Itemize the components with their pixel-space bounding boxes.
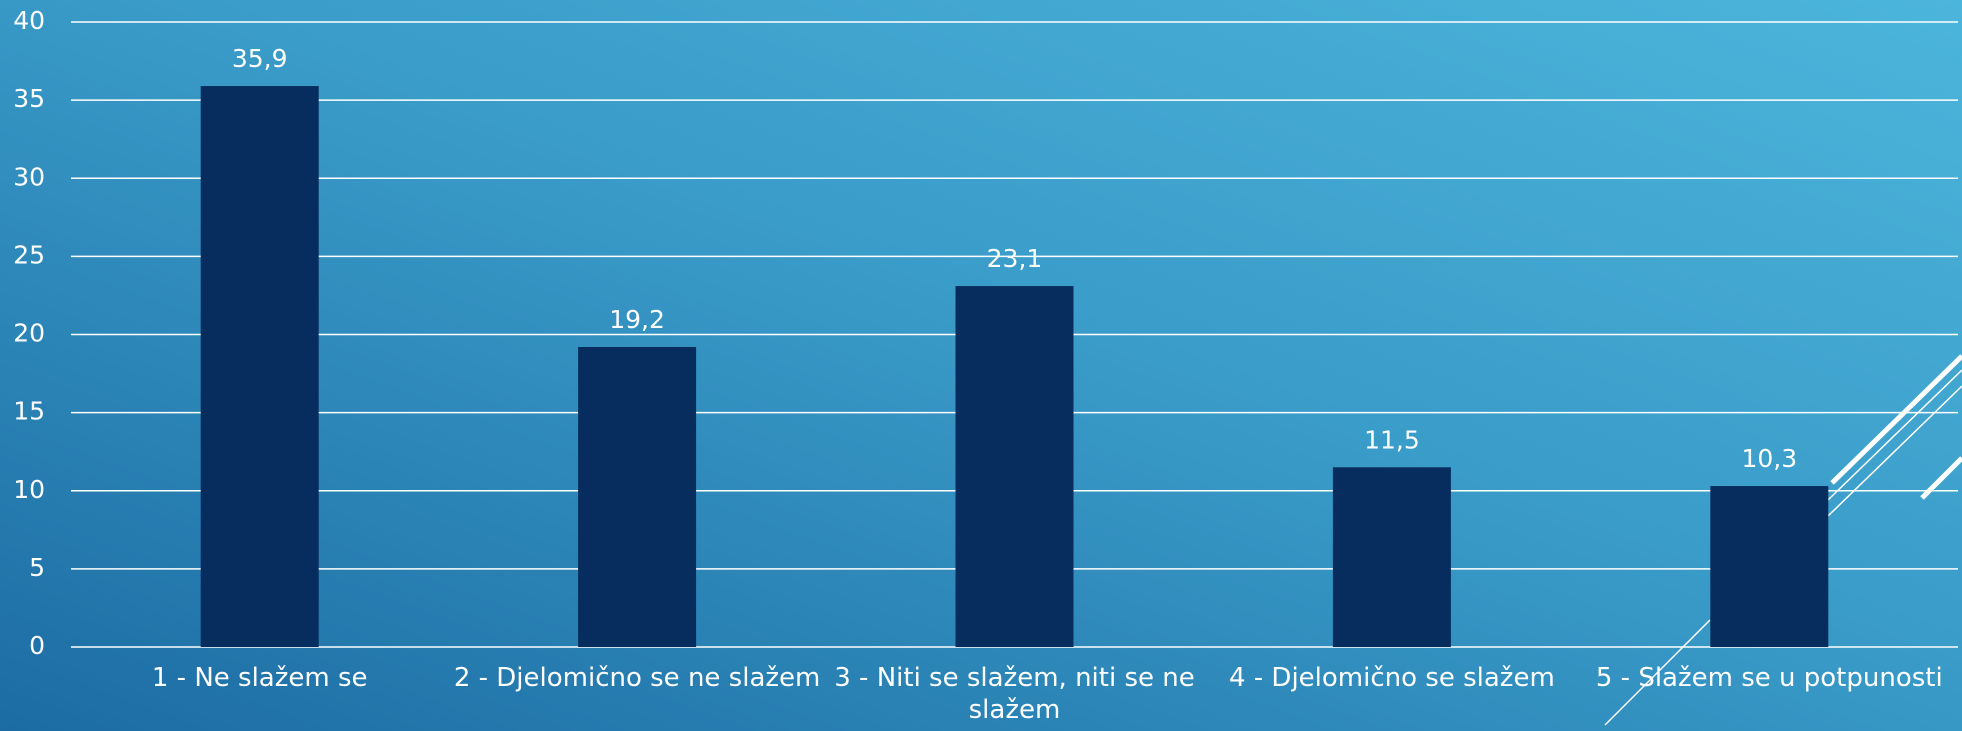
data-label: 23,1 xyxy=(987,244,1043,273)
y-tick-label: 15 xyxy=(13,397,45,426)
bar xyxy=(578,347,697,647)
y-tick-label: 35 xyxy=(13,84,45,113)
x-tick-label: 1 - Ne slažem se xyxy=(151,663,368,693)
x-tick-label: 5 - Slažem se u potpunosti xyxy=(1595,663,1943,693)
bar xyxy=(955,286,1074,647)
x-tick-label: 2 - Djelomično se ne slažem xyxy=(453,663,821,693)
y-tick-label: 30 xyxy=(13,162,45,191)
data-label: 10,3 xyxy=(1741,444,1797,473)
x-tick-label: 4 - Djelomično se slažem xyxy=(1228,663,1555,693)
x-tick-label: 3 - Niti se slažem, niti se ne slažem xyxy=(834,663,1195,725)
y-tick-label: 40 xyxy=(13,6,45,35)
data-label: 11,5 xyxy=(1364,425,1420,454)
y-tick-label: 5 xyxy=(29,553,45,582)
y-tick-label: 10 xyxy=(13,475,45,504)
data-label: 35,9 xyxy=(232,44,288,73)
y-tick-label: 0 xyxy=(29,631,45,660)
y-tick-label: 25 xyxy=(13,240,45,269)
bar xyxy=(1710,486,1829,647)
data-label: 19,2 xyxy=(609,305,665,334)
bar xyxy=(1332,467,1451,647)
bar xyxy=(200,86,319,647)
y-tick-label: 20 xyxy=(13,319,45,348)
